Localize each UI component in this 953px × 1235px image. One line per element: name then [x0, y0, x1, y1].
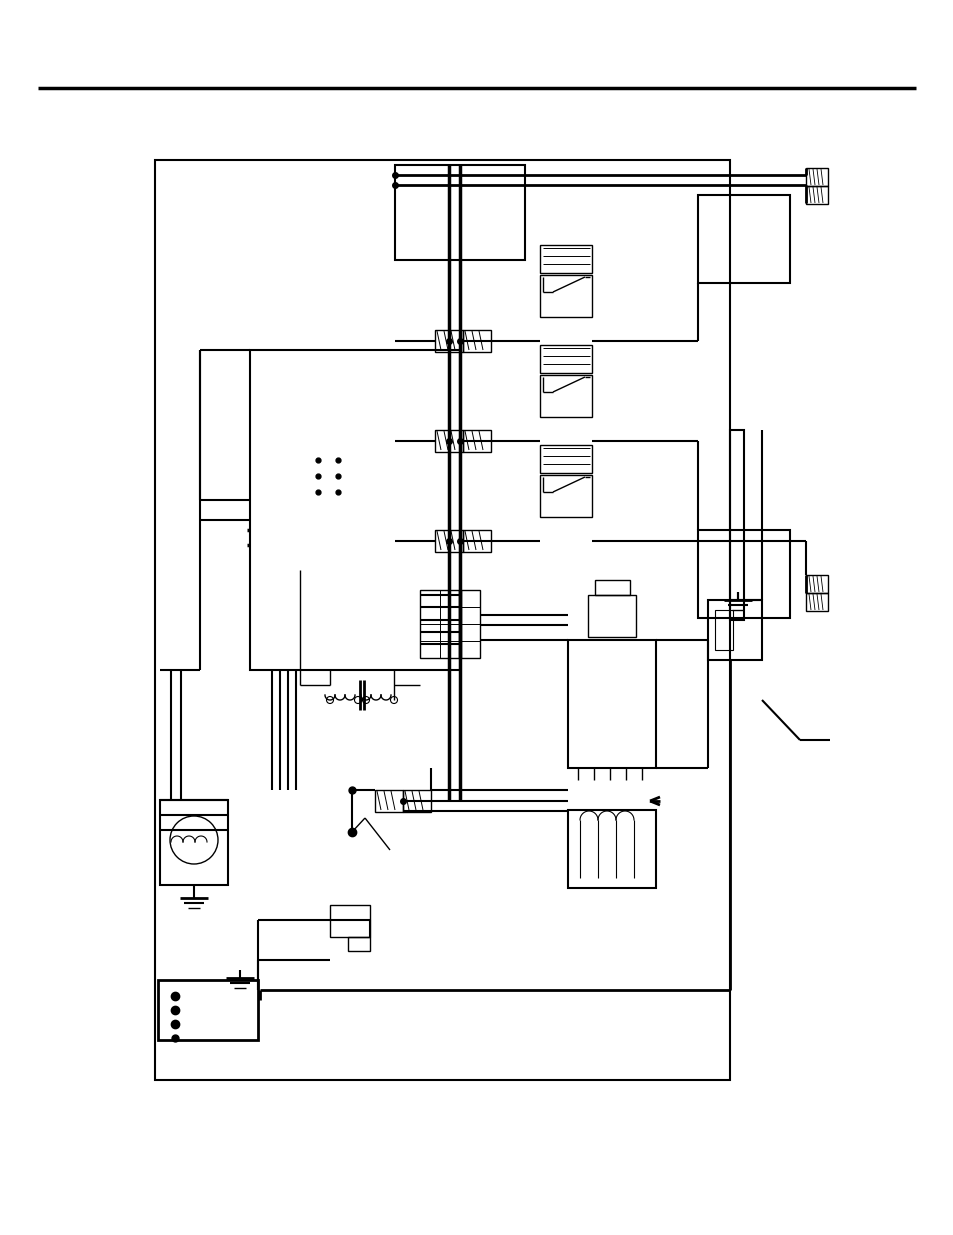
Bar	[539, 245, 592, 273]
Bar	[539, 445, 592, 473]
Bar	[539, 375, 592, 417]
Bar	[330, 905, 370, 937]
Bar	[539, 475, 592, 517]
Bar	[729, 430, 743, 620]
Bar	[435, 330, 462, 352]
Bar	[419, 590, 479, 658]
Bar	[250, 350, 459, 671]
Bar	[707, 600, 761, 659]
Bar	[160, 800, 228, 885]
Bar	[348, 937, 370, 951]
Bar	[567, 810, 656, 888]
Bar	[595, 580, 629, 595]
Bar	[435, 430, 462, 452]
Bar	[698, 530, 789, 618]
Bar	[462, 530, 491, 552]
Bar	[587, 595, 636, 637]
Bar	[698, 195, 789, 283]
Bar	[402, 790, 431, 811]
Bar	[567, 640, 656, 768]
Bar	[462, 330, 491, 352]
Bar	[539, 345, 592, 373]
Bar	[805, 576, 827, 593]
Bar	[395, 165, 524, 261]
Bar	[539, 275, 592, 317]
Bar	[375, 790, 402, 811]
Bar	[154, 161, 729, 1079]
Bar	[714, 610, 732, 650]
Bar	[158, 981, 257, 1040]
Bar	[462, 430, 491, 452]
Bar	[805, 593, 827, 611]
Bar	[805, 168, 827, 186]
Bar	[435, 530, 462, 552]
Bar	[805, 186, 827, 204]
